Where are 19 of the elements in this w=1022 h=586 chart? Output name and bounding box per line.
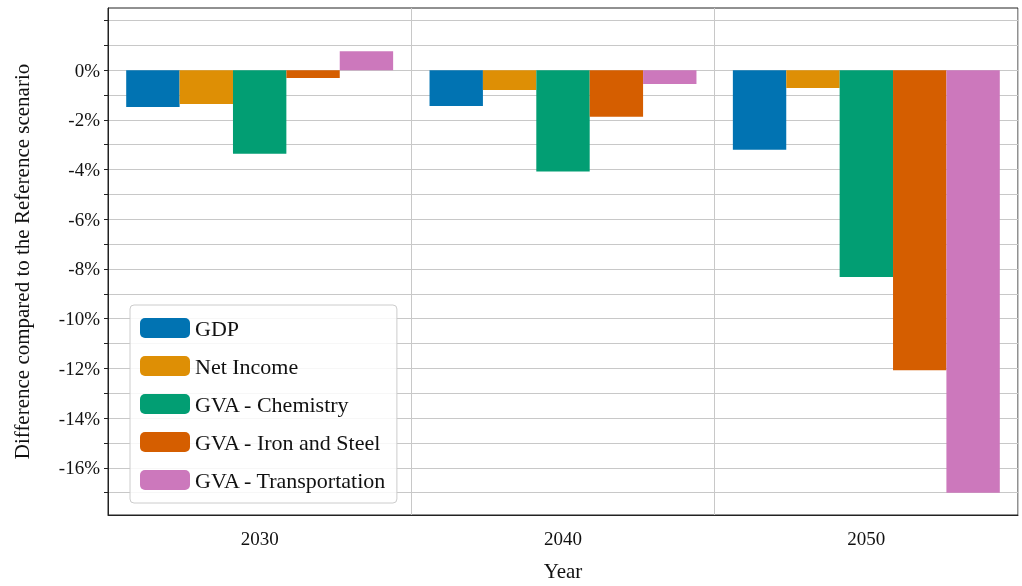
- x-tick-label: 2030: [240, 528, 279, 549]
- x-tick-label: 2050: [847, 528, 886, 549]
- legend-label: GDP: [195, 315, 240, 341]
- y-tick-label: -4%: [68, 159, 101, 181]
- legend-label: GVA - Chemistry: [195, 391, 349, 417]
- y-tick-label: -6%: [68, 208, 101, 230]
- legend-label: GVA - Transportation: [195, 467, 386, 493]
- y-tick-label: -14%: [58, 407, 101, 429]
- y-tick-label: -16%: [58, 457, 101, 479]
- y-tick-label: -10%: [58, 308, 101, 330]
- y-axis-title: Difference compared to the Reference scenario: [9, 63, 34, 460]
- legend-label: Net Income: [195, 353, 299, 379]
- x-tick-label: 2040: [544, 528, 582, 549]
- y-tick-label: 0%: [74, 59, 101, 81]
- y-tick-label: -12%: [58, 357, 101, 379]
- y-tick-label: -2%: [68, 109, 101, 131]
- y-tick-label: -8%: [68, 258, 101, 280]
- x-axis-title: Year: [543, 558, 583, 583]
- legend-label: GVA - Iron and Steel: [195, 429, 381, 455]
